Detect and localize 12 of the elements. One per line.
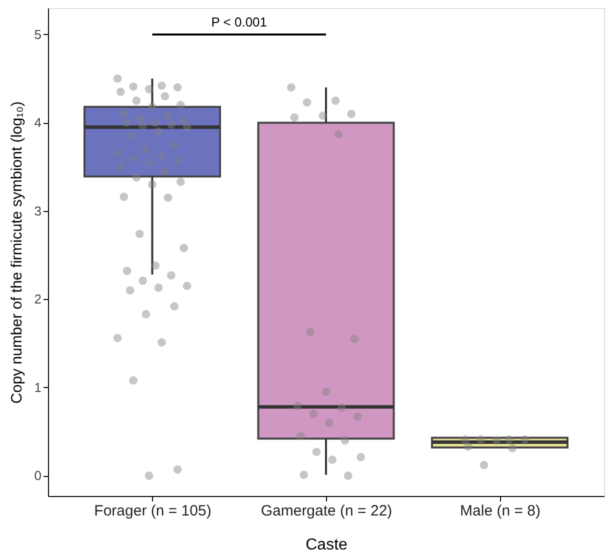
x-axis-title: Caste [306, 536, 348, 554]
y-tick-label: 5 [34, 26, 42, 42]
y-tick-label: 4 [34, 115, 42, 130]
y-tick-label: 0 [34, 468, 42, 484]
y-tick-label: 2 [34, 292, 42, 307]
x-tick-label: Gamergate (n = 22) [260, 502, 392, 520]
x-tick-label: Forager (n = 105) [94, 502, 212, 520]
y-axis-title: Copy number of the firmicute symbiont (log₁₀) [8, 101, 26, 404]
y-tick-label: 3 [34, 203, 42, 218]
y-tick-label: 1 [34, 380, 42, 395]
annotation: P < 0.001 [211, 14, 268, 30]
x-tick-label: Male (n = 8) [460, 502, 540, 520]
